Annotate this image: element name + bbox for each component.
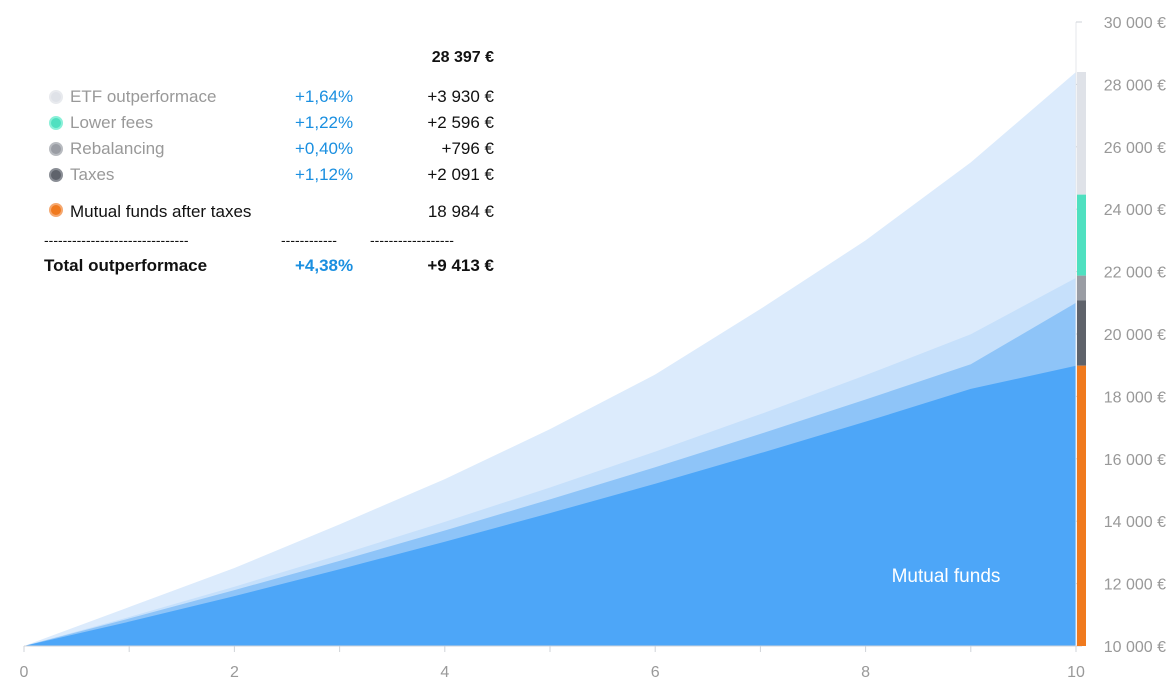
fees-dot-icon [49, 116, 63, 130]
legend-name: Taxes [70, 165, 115, 184]
stack-bar-segment-2 [1077, 275, 1086, 301]
legend-row-etf: ETF outperformace +1,64% +3 930 € [44, 87, 494, 109]
y-tick-label: 22 000 € [1104, 265, 1166, 282]
legend-name: ETF outperformace [70, 87, 217, 106]
legend-pct: +1,22% [295, 113, 354, 132]
legend-value: +796 € [441, 139, 494, 158]
legend-value: +2 091 € [427, 165, 494, 184]
x-tick-label: 0 [20, 664, 29, 681]
legend-name: Rebalancing [70, 139, 165, 158]
summary-pct: +4,38% [295, 256, 354, 275]
legend-name: Lower fees [70, 113, 154, 132]
legend-pct: +1,12% [295, 165, 354, 184]
rebalancing-dot-icon [49, 142, 63, 156]
legend-pct: +0,40% [295, 139, 354, 158]
x-axis: 0 2 4 6 8 10 [20, 645, 1085, 681]
legend-row-taxes: Taxes +1,12% +2 091 € [44, 165, 494, 187]
taxes-dot-icon [49, 168, 63, 182]
legend-row-rebalancing: Rebalancing +0,40% +796 € [44, 139, 494, 161]
legend-name: Mutual funds after taxes [70, 202, 252, 221]
y-tick-label: 20 000 € [1104, 327, 1166, 344]
x-tick-label: 8 [861, 664, 870, 681]
legend-pct: +1,64% [295, 87, 354, 106]
legend-total: 28 397 € [431, 49, 494, 66]
divider-value: ------------------ [370, 232, 454, 248]
legend-value: 18 984 € [427, 202, 494, 221]
mutual-dot-icon [49, 203, 63, 217]
x-tick-label: 2 [230, 664, 239, 681]
summary-value: +9 413 € [427, 256, 494, 275]
y-tick-label: 12 000 € [1104, 577, 1166, 594]
stack-bar-segment-1 [1077, 194, 1086, 276]
y-tick-label: 18 000 € [1104, 389, 1166, 406]
area-series-3 [24, 365, 1076, 646]
stack-bar-segment-0 [1077, 72, 1086, 195]
x-tick-label: 6 [651, 664, 660, 681]
stack-bar-segment-3 [1077, 300, 1086, 366]
etf-dot-icon [49, 90, 63, 104]
y-tick-label: 10 000 € [1104, 639, 1166, 656]
y-tick-label: 30 000 € [1104, 15, 1166, 32]
y-tick-label: 24 000 € [1104, 202, 1166, 219]
x-tick-label: 10 [1067, 664, 1085, 681]
y-tick-label: 28 000 € [1104, 77, 1166, 94]
stack-bar [1077, 72, 1086, 646]
y-tick-label: 26 000 € [1104, 140, 1166, 157]
stack-bar-segment-4 [1077, 365, 1086, 646]
legend-value: +3 930 € [427, 87, 494, 106]
divider-name: ------------------------------- [44, 232, 189, 248]
divider-pct: ------------ [281, 232, 337, 248]
y-axis: 10 000 € 12 000 € 14 000 € 16 000 € 18 000 €… [1075, 15, 1166, 656]
mutual-funds-area-label: Mutual funds [892, 566, 1001, 587]
legend-panel: 28 397 € ETF outperformace +1,64% +3 930… [44, 0, 504, 290]
legend-value: +2 596 € [427, 113, 494, 132]
y-tick-label: 16 000 € [1104, 452, 1166, 469]
area-layers [24, 72, 1076, 646]
y-tick-label: 14 000 € [1104, 514, 1166, 531]
legend-row-mutual: Mutual funds after taxes 18 984 € [44, 202, 494, 224]
summary-name: Total outperformace [44, 256, 208, 275]
legend-row-fees: Lower fees +1,22% +2 596 € [44, 113, 494, 135]
x-tick-label: 4 [440, 664, 449, 681]
